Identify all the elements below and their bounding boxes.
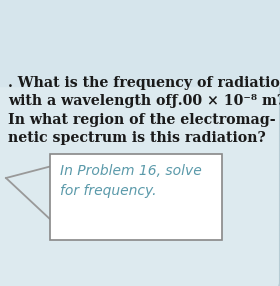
FancyBboxPatch shape <box>50 154 222 240</box>
Text: . What is the frequency of radiation
with a wavelength ofƒ.00 × 10⁻⁸ m?
In what : . What is the frequency of radiation wit… <box>8 76 280 145</box>
Bar <box>0 0 280 86</box>
Text: In Problem 16, solve
for frequency.: In Problem 16, solve for frequency. <box>60 164 202 198</box>
